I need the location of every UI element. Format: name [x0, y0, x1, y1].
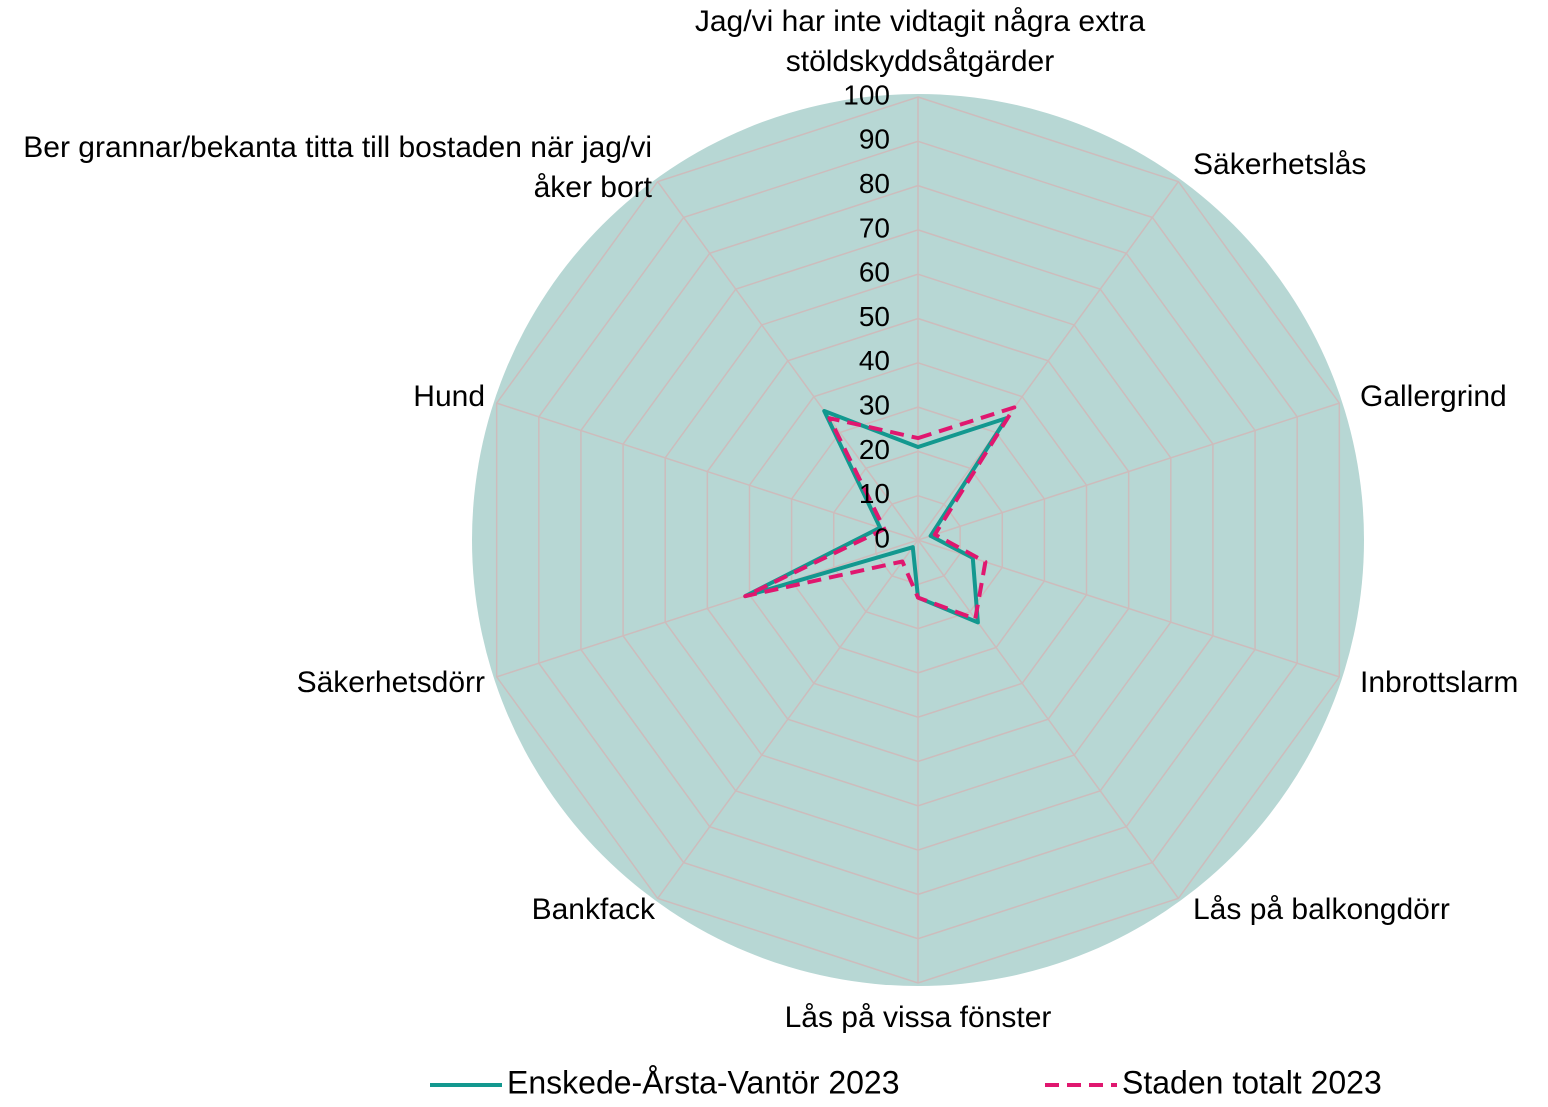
category-label: Gallergrind [1360, 380, 1507, 413]
spoke [917, 402, 1340, 541]
tick-label: 100 [843, 79, 890, 110]
legend-label: Enskede-Årsta-Vantör 2023 [507, 1064, 900, 1100]
category-label: Lås på vissa fönster [784, 1001, 1052, 1034]
tick-label: 0 [874, 522, 890, 553]
tick-label: 60 [859, 257, 890, 288]
tick-label: 20 [859, 434, 890, 465]
tick-label: 40 [859, 345, 890, 376]
legend-label: Staden totalt 2023 [1122, 1064, 1382, 1100]
series-line [743, 405, 1017, 621]
category-label: Jag/vi har inte vidtagit några extra stö… [694, 5, 1146, 78]
spoke [496, 539, 919, 678]
category-label: Ber grannar/bekanta titta till bostaden … [23, 131, 652, 204]
category-label: Hund [413, 380, 485, 413]
spoke [917, 539, 1340, 678]
tick-label: 10 [859, 478, 890, 509]
tick-label: 80 [859, 168, 890, 199]
category-label: Säkerhetsdörr [296, 666, 485, 699]
category-label: Säkerhetslås [1193, 148, 1367, 181]
spoke [917, 181, 1179, 541]
category-label: Inbrottslarm [1360, 666, 1519, 699]
spoke [657, 539, 919, 899]
tick-label: 90 [859, 124, 890, 155]
category-label: Lås på balkongdörr [1193, 893, 1450, 926]
tick-label: 50 [859, 301, 890, 332]
spoke [657, 181, 919, 541]
tick-label: 70 [859, 212, 890, 243]
spoke [917, 539, 1179, 899]
spoke [496, 402, 919, 541]
category-label: Bankfack [531, 893, 655, 926]
tick-label: 30 [859, 389, 890, 420]
